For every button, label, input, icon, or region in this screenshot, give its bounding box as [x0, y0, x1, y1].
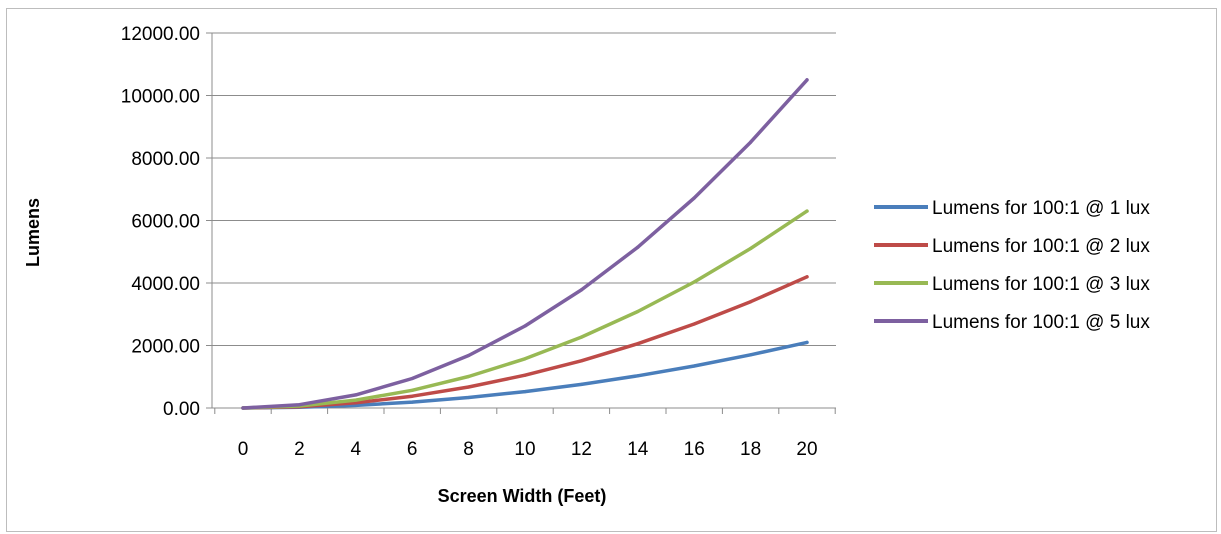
- y-tick-label: 2000.00: [131, 337, 200, 358]
- data-point: [523, 324, 527, 328]
- x-axis-title: Screen Width (Feet): [438, 486, 607, 506]
- y-tick-label: 4000.00: [131, 274, 200, 295]
- data-point: [636, 342, 640, 346]
- data-point: [467, 353, 471, 358]
- data-point: [579, 382, 584, 386]
- data-point: [692, 196, 696, 200]
- y-tick-label: 10000.00: [121, 87, 200, 108]
- x-tick-label: 18: [740, 439, 761, 460]
- data-point: [523, 390, 527, 394]
- data-point: [692, 280, 696, 284]
- data-point: [241, 406, 245, 410]
- data-point: [805, 209, 809, 213]
- gridlines: [212, 32, 836, 346]
- data-point: [354, 401, 358, 405]
- x-tick-label: 2: [294, 439, 305, 460]
- legend-label: Lumens for 100:1 @ 2 lux: [932, 236, 1150, 257]
- data-point: [749, 300, 753, 304]
- data-point: [636, 309, 640, 314]
- data-point: [579, 335, 584, 339]
- x-tick-label: 10: [514, 439, 535, 460]
- axes: 0.00 2000.00 4000.00 6000.00 8000.00 10000.00…: [121, 24, 836, 460]
- data-point: [410, 388, 414, 392]
- data-point: [354, 398, 358, 402]
- x-tick-label: 20: [796, 439, 817, 460]
- legend-label: Lumens for 100:1 @ 3 lux: [932, 274, 1150, 295]
- x-tick-label: 4: [351, 439, 362, 460]
- data-point: [636, 374, 640, 378]
- x-tick-label: 12: [571, 439, 592, 460]
- data-point: [410, 376, 414, 381]
- data-point: [692, 364, 696, 368]
- y-axis-title: Lumens: [23, 198, 43, 267]
- data-point: [410, 394, 414, 398]
- data-point: [467, 385, 471, 389]
- data-point: [636, 245, 640, 249]
- legend-label: Lumens for 100:1 @ 1 lux: [932, 198, 1150, 219]
- x-tick-label: 0: [238, 439, 249, 460]
- data-point: [523, 373, 527, 377]
- data-point: [354, 393, 358, 397]
- x-tick-label: 16: [684, 439, 705, 460]
- data-point: [692, 322, 696, 326]
- data-point: [805, 340, 809, 344]
- data-point: [749, 140, 753, 144]
- x-tick-label: 8: [463, 439, 474, 460]
- series-line-2: [241, 275, 809, 410]
- data-point: [523, 357, 527, 361]
- y-tick-label: 12000.00: [121, 24, 200, 45]
- y-tick-label: 6000.00: [131, 212, 200, 233]
- data-point: [297, 403, 301, 407]
- legend-label: Lumens for 100:1 @ 5 lux: [932, 312, 1150, 333]
- data-point: [467, 374, 471, 379]
- data-point: [410, 400, 414, 404]
- data-point: [749, 246, 753, 251]
- x-tick-label: 6: [407, 439, 418, 460]
- y-tick-label: 0.00: [163, 399, 200, 420]
- x-tick-label: 14: [627, 439, 649, 460]
- series-lines: [241, 78, 809, 410]
- data-point: [805, 78, 809, 82]
- data-point: [467, 395, 471, 400]
- series-line-3: [241, 209, 809, 410]
- data-point: [579, 288, 584, 292]
- legend: Lumens for 100:1 @ 1 lux Lumens for 100:1…: [874, 198, 1150, 333]
- data-point: [749, 353, 753, 357]
- data-point: [805, 275, 809, 279]
- data-point: [579, 359, 584, 363]
- y-tick-label: 8000.00: [131, 149, 200, 170]
